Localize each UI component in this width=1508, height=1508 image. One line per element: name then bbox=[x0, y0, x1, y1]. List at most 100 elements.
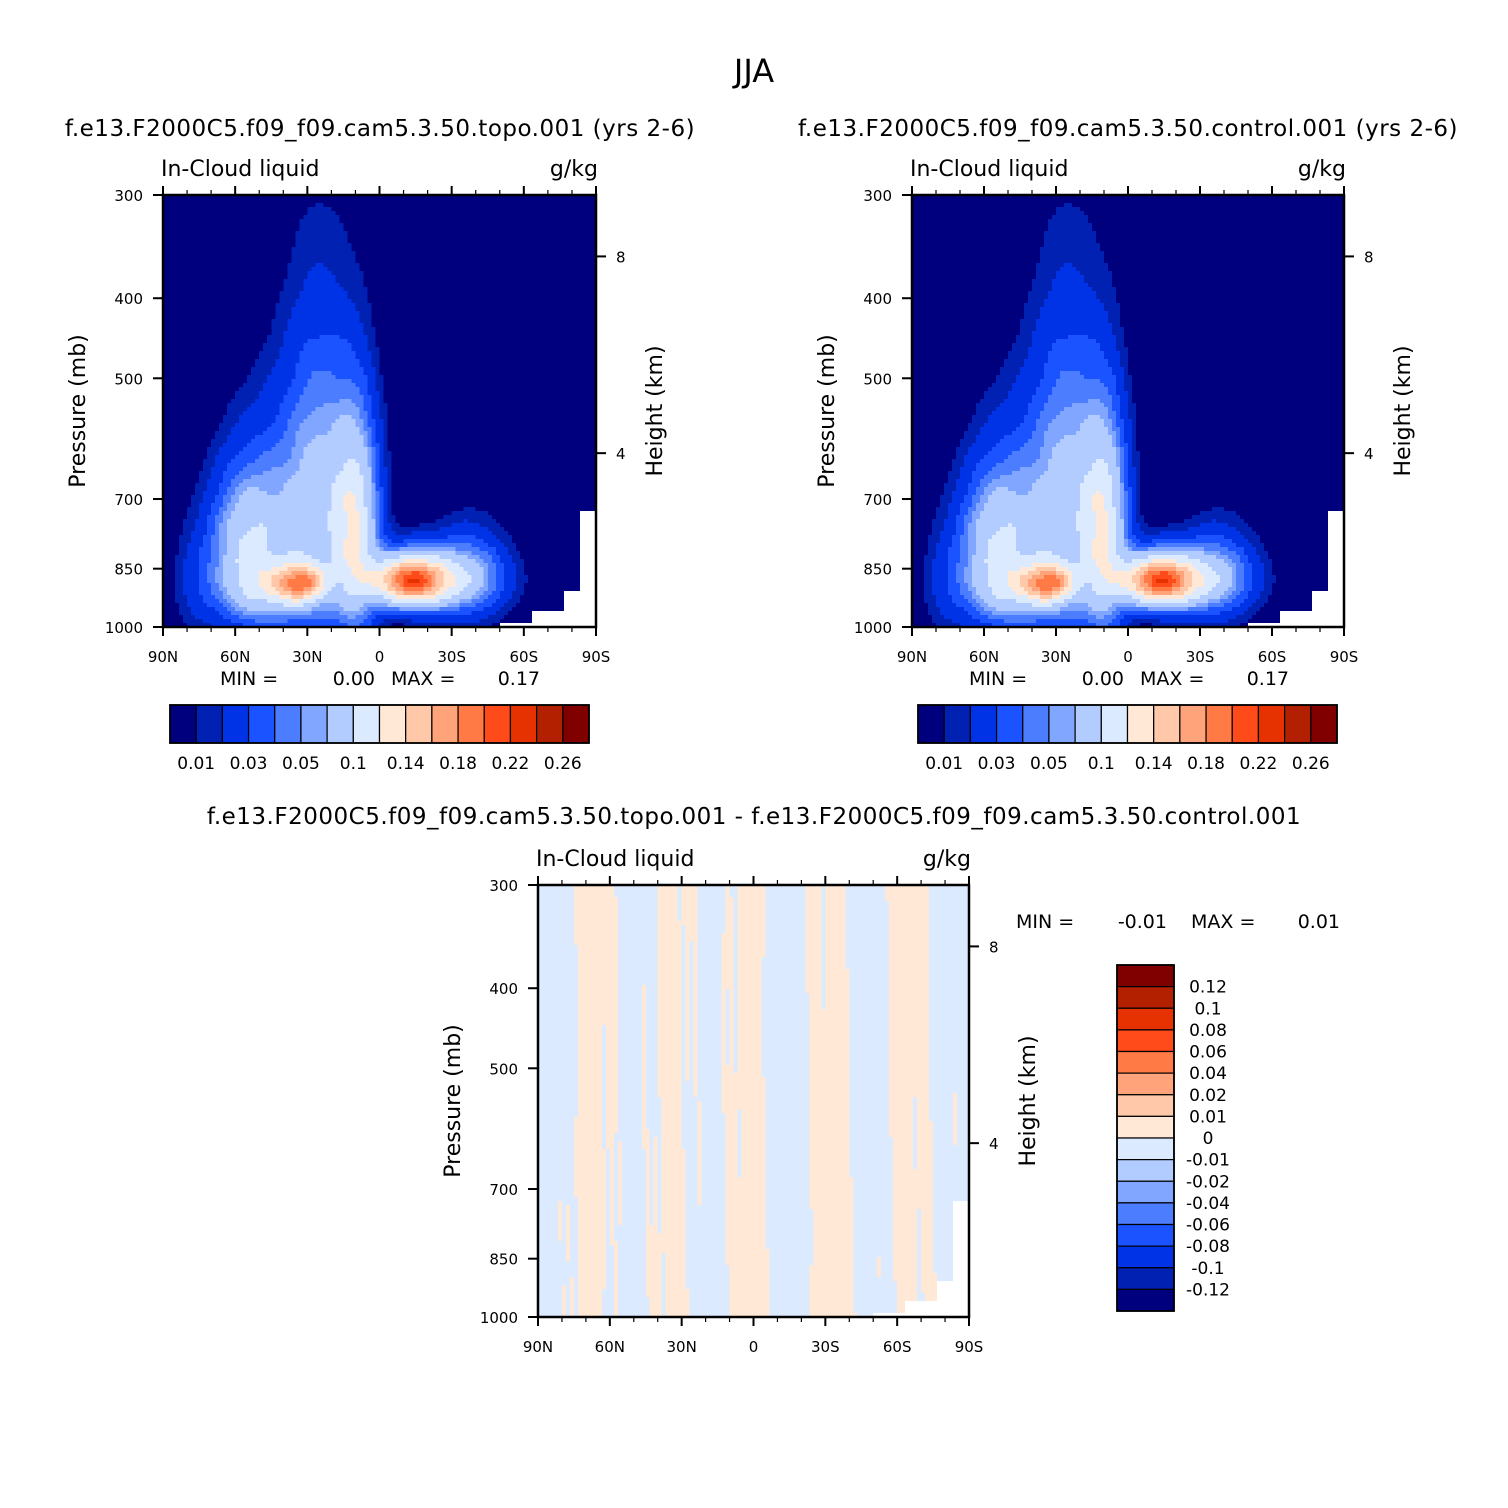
colorbar-swatch bbox=[1100, 704, 1129, 744]
colorbar-label: 0.04 bbox=[1189, 1064, 1227, 1084]
x-tick-label: 90S bbox=[582, 648, 611, 666]
y-axis-title: Pressure (mb) bbox=[441, 1024, 466, 1178]
x-tick-label: 30N bbox=[667, 1338, 697, 1356]
min-label: MIN = bbox=[969, 668, 1027, 690]
x-tick-label: 0 bbox=[1123, 648, 1133, 666]
colorbar-swatch bbox=[247, 704, 276, 744]
colorbar-swatch bbox=[195, 704, 223, 744]
colorbar-swatch bbox=[405, 704, 433, 744]
min-value: 0.00 bbox=[1082, 668, 1124, 690]
colorbar-label: -0.02 bbox=[1186, 1172, 1230, 1192]
colorbar-frame bbox=[169, 704, 590, 744]
colorbar-swatch bbox=[1310, 704, 1338, 744]
colorbar-label: 0.1 bbox=[1194, 999, 1221, 1019]
x-tick-label: 90S bbox=[955, 1338, 984, 1356]
max-value: 0.17 bbox=[498, 668, 540, 690]
x-tick-label: 90N bbox=[148, 648, 178, 666]
colorbar-swatch bbox=[1126, 704, 1155, 744]
colorbar-label: 0.18 bbox=[439, 754, 477, 774]
x-tick-label: 30S bbox=[811, 1338, 840, 1356]
colorbar-swatch bbox=[1116, 1050, 1175, 1074]
y-tick-label: 400 bbox=[489, 980, 518, 998]
y-tick-label: 700 bbox=[114, 491, 143, 509]
colorbar-swatch bbox=[378, 704, 407, 744]
x-tick-label: 30N bbox=[292, 648, 322, 666]
colorbar-swatch bbox=[562, 704, 590, 744]
min-value: -0.01 bbox=[1118, 911, 1167, 933]
y-tick-label: 1000 bbox=[854, 619, 892, 637]
height-tick-label: 4 bbox=[1364, 445, 1374, 463]
colorbar-label: 0.03 bbox=[230, 754, 268, 774]
colorbar-label: 0.01 bbox=[925, 754, 963, 774]
y-axis-title: Pressure (mb) bbox=[66, 334, 91, 488]
variable-label: In-Cloud liquid bbox=[910, 157, 1068, 182]
colorbar-label: 0.14 bbox=[1135, 754, 1173, 774]
colorbar-swatch bbox=[1116, 1072, 1175, 1096]
height-tick-label: 8 bbox=[989, 938, 999, 956]
x-tick-label: 30S bbox=[1186, 648, 1215, 666]
x-tick-label: 60N bbox=[220, 648, 250, 666]
variable-label: In-Cloud liquid bbox=[161, 157, 319, 182]
colorbar-swatch bbox=[274, 704, 302, 744]
colorbar-control: 0.01 0.03 0.05 0.1 0.14 0.18 0.22 0.26 bbox=[917, 704, 1338, 774]
max-label: MAX = bbox=[1140, 668, 1204, 690]
colorbar-swatch bbox=[1116, 1137, 1175, 1161]
colorbar-swatch bbox=[1116, 1245, 1175, 1269]
axes-diff: 90N 60N 30N 0 30S 60S 90S 300 400 500 700 850 1000 8 4… bbox=[207, 804, 1301, 1356]
colorbar-label: -0.04 bbox=[1186, 1194, 1230, 1214]
x-tick-label: 90S bbox=[1330, 648, 1359, 666]
units-label: g/kg bbox=[550, 157, 598, 182]
colorbar-label: 0.05 bbox=[1030, 754, 1068, 774]
colorbar-label: 0 bbox=[1203, 1129, 1214, 1149]
x-tick-label: 60S bbox=[883, 1338, 912, 1356]
colorbar-swatch bbox=[536, 704, 564, 744]
colorbar-label: 0.18 bbox=[1187, 754, 1225, 774]
y-axis-title: Pressure (mb) bbox=[815, 334, 840, 488]
height-tick-label: 8 bbox=[616, 248, 626, 266]
colorbar-label: 0.22 bbox=[1240, 754, 1278, 774]
panel-title: f.e13.F2000C5.f09_f09.cam5.3.50.control.… bbox=[798, 116, 1458, 142]
colorbar-swatch bbox=[1179, 704, 1207, 744]
colorbar-swatch bbox=[1022, 704, 1050, 744]
minmax-control: MIN = 0.00 MAX = 0.17 bbox=[969, 668, 1289, 690]
colorbar-label: -0.06 bbox=[1186, 1216, 1230, 1236]
colorbar-swatch bbox=[352, 704, 381, 744]
height-tick-label: 4 bbox=[616, 445, 626, 463]
y-tick-label: 300 bbox=[863, 187, 892, 205]
y-tick-label: 700 bbox=[863, 491, 892, 509]
colorbar-swatch bbox=[1116, 1288, 1175, 1312]
x-tick-label: 60S bbox=[510, 648, 539, 666]
colorbar-diff: 0.120.10.080.060.040.020.010-0.01-0.02-0… bbox=[1116, 964, 1230, 1312]
colorbar-label: 0.06 bbox=[1189, 1043, 1227, 1063]
units-label: g/kg bbox=[923, 847, 971, 872]
colorbar-swatch bbox=[326, 704, 354, 744]
y-axis-title-right: Height (km) bbox=[1016, 1035, 1041, 1166]
x-tick-label: 0 bbox=[749, 1338, 759, 1356]
plot-field-diff bbox=[538, 885, 970, 1318]
colorbar-label: -0.12 bbox=[1186, 1280, 1230, 1300]
colorbar-label: 0.05 bbox=[282, 754, 320, 774]
height-tick-label: 8 bbox=[1364, 248, 1374, 266]
max-value: 0.17 bbox=[1247, 668, 1289, 690]
panel-title: f.e13.F2000C5.f09_f09.cam5.3.50.topo.001… bbox=[207, 804, 1301, 830]
colorbar-swatch bbox=[917, 704, 945, 744]
colorbar-topo: 0.01 0.03 0.05 0.1 0.14 0.18 0.22 0.26 bbox=[169, 704, 590, 774]
colorbar-label: 0.26 bbox=[544, 754, 582, 774]
max-label: MAX = bbox=[391, 668, 455, 690]
y-tick-label: 300 bbox=[114, 187, 143, 205]
axes-control: 90N 60N 30N 0 30S 60S 90S 300 400 500 700 850 1000 8 4… bbox=[798, 116, 1458, 666]
colorbar-label: 0.02 bbox=[1189, 1086, 1227, 1106]
y-tick-label: 500 bbox=[863, 370, 892, 388]
x-tick-label: 90N bbox=[897, 648, 927, 666]
colorbar-swatch bbox=[431, 704, 459, 744]
x-tick-label: 60S bbox=[1258, 648, 1287, 666]
colorbar-label: 0.12 bbox=[1189, 978, 1227, 998]
colorbar-swatch bbox=[1116, 986, 1175, 1009]
colorbar-frame bbox=[1116, 964, 1175, 1312]
y-tick-label: 300 bbox=[489, 877, 518, 895]
min-label: MIN = bbox=[220, 668, 278, 690]
colorbar-label: 0.22 bbox=[492, 754, 530, 774]
colorbar-swatch bbox=[1116, 964, 1175, 988]
plot-field-control bbox=[912, 195, 1345, 628]
y-axis-title-right: Height (km) bbox=[1391, 345, 1416, 476]
